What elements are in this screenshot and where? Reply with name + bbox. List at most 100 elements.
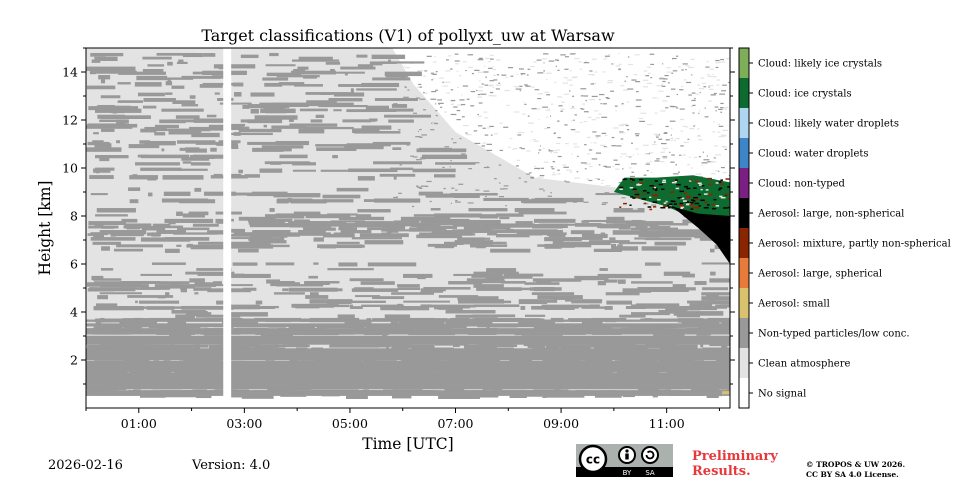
speckle bbox=[515, 171, 519, 174]
streak bbox=[101, 115, 151, 119]
speckle bbox=[451, 138, 454, 140]
speckle bbox=[671, 106, 677, 108]
streak bbox=[682, 273, 695, 278]
cloud-speckle bbox=[653, 185, 657, 188]
cloud-speckle bbox=[707, 204, 710, 206]
colorbar-label: Aerosol: small bbox=[757, 299, 830, 310]
speckle bbox=[503, 126, 509, 128]
streak bbox=[328, 98, 363, 102]
streak bbox=[207, 230, 228, 234]
streak bbox=[269, 232, 283, 237]
streak bbox=[92, 278, 122, 281]
streak bbox=[715, 304, 730, 308]
speckle bbox=[481, 145, 486, 147]
speckle bbox=[697, 128, 700, 130]
colorbar-swatch bbox=[739, 78, 749, 109]
streak bbox=[416, 225, 452, 229]
cloud-speckle bbox=[669, 191, 675, 193]
speckle bbox=[696, 135, 701, 137]
streak bbox=[94, 223, 104, 227]
streak bbox=[434, 174, 456, 178]
streak bbox=[157, 296, 166, 299]
speckle bbox=[624, 80, 626, 82]
streak bbox=[657, 223, 689, 226]
streak bbox=[597, 281, 606, 286]
speckle bbox=[492, 66, 494, 68]
bl-band bbox=[86, 354, 730, 359]
speckle bbox=[583, 111, 589, 113]
speckle bbox=[515, 88, 522, 90]
speckle bbox=[561, 101, 565, 103]
speckle bbox=[646, 123, 653, 126]
streak bbox=[390, 167, 414, 171]
speckle bbox=[660, 110, 666, 112]
speckle bbox=[580, 88, 587, 90]
speckle bbox=[635, 135, 640, 137]
speckle bbox=[506, 104, 510, 106]
streak bbox=[644, 237, 692, 241]
streak bbox=[542, 358, 580, 363]
streak bbox=[140, 128, 157, 133]
streak bbox=[262, 77, 289, 81]
streak bbox=[706, 394, 719, 398]
speckle bbox=[665, 125, 669, 128]
speckle bbox=[550, 166, 554, 168]
cloud-speckle bbox=[636, 184, 641, 186]
speckle bbox=[583, 121, 587, 123]
cloud-speckle bbox=[685, 203, 690, 206]
speckle bbox=[528, 122, 534, 124]
streak bbox=[380, 223, 411, 227]
speckle bbox=[586, 178, 590, 180]
speckle bbox=[456, 70, 459, 73]
streak bbox=[170, 344, 209, 348]
speckle bbox=[634, 54, 640, 56]
speckle bbox=[569, 53, 574, 56]
bl-band bbox=[86, 368, 730, 373]
speckle bbox=[574, 114, 577, 116]
speckle bbox=[570, 53, 576, 55]
speckle bbox=[489, 80, 495, 82]
speckle bbox=[499, 184, 504, 186]
streak bbox=[438, 306, 451, 310]
cloud-speckle bbox=[707, 193, 713, 196]
speckle bbox=[631, 79, 637, 81]
cloud-speckle bbox=[683, 200, 687, 202]
streak bbox=[394, 306, 430, 311]
streak bbox=[479, 214, 499, 219]
streak bbox=[100, 95, 121, 99]
streak bbox=[90, 193, 108, 196]
speckle bbox=[695, 93, 700, 95]
cloud-layer bbox=[613, 175, 730, 395]
speckle bbox=[720, 134, 726, 136]
streak bbox=[247, 218, 293, 222]
streak bbox=[227, 343, 259, 348]
speckle bbox=[591, 119, 596, 121]
cloud-speckle bbox=[685, 201, 690, 203]
speckle bbox=[516, 159, 521, 161]
cloud-speckle bbox=[638, 178, 643, 181]
cloud-speckle bbox=[700, 199, 705, 202]
streak bbox=[379, 173, 416, 177]
speckle bbox=[423, 139, 426, 141]
speckle bbox=[437, 190, 441, 192]
cloud-speckle bbox=[663, 205, 668, 207]
colorbar-label: Non-typed particles/low conc. bbox=[758, 329, 910, 340]
streak bbox=[359, 233, 409, 238]
speckle bbox=[455, 63, 459, 65]
streak bbox=[93, 132, 99, 135]
streak bbox=[129, 175, 158, 180]
streak bbox=[631, 219, 643, 225]
speckle bbox=[621, 153, 627, 155]
streak bbox=[416, 234, 463, 239]
cc-badge-by: BY bbox=[623, 469, 632, 477]
speckle bbox=[485, 57, 490, 60]
speckle bbox=[590, 142, 592, 144]
x-tick-label: 09:00 bbox=[543, 416, 579, 431]
streak bbox=[373, 161, 422, 165]
streak bbox=[619, 314, 646, 318]
streak bbox=[95, 303, 118, 308]
streak bbox=[176, 244, 182, 247]
streak bbox=[127, 344, 175, 350]
streak bbox=[99, 230, 147, 235]
streak bbox=[139, 140, 151, 144]
